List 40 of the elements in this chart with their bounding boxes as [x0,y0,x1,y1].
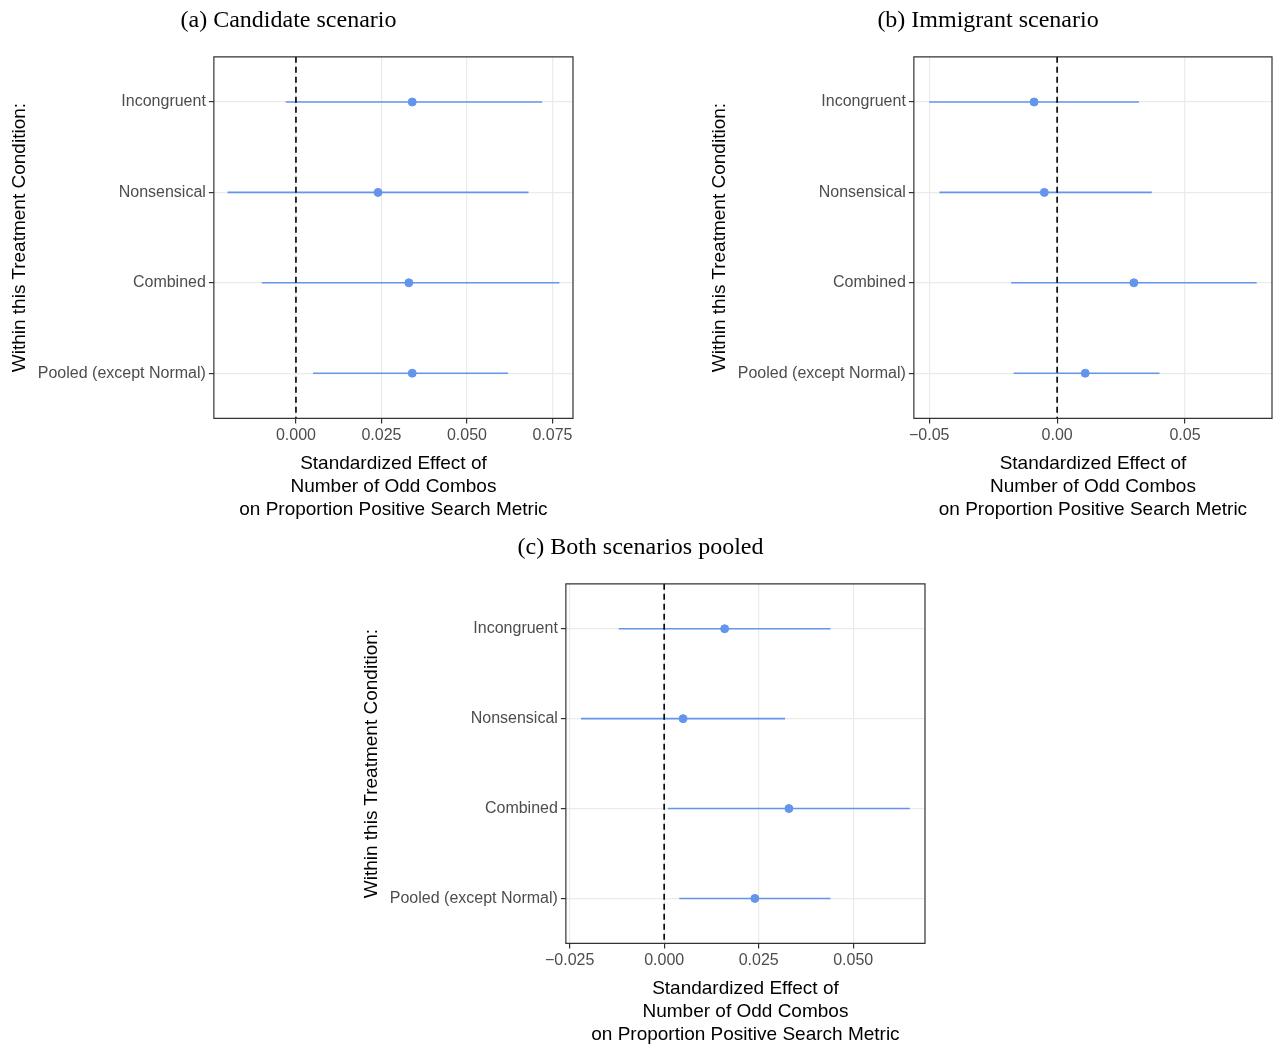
point [720,624,730,634]
y-tick-label: Pooled (except Normal) [737,363,906,381]
point [678,714,688,724]
y-tick-label: Incongruent [473,619,559,637]
chart-title: (c) Both scenarios pooled [517,532,764,559]
chart-title: (b) Immigrant scenario [877,5,1099,32]
y-tick-label: Pooled (except Normal) [37,363,206,381]
y-tick-label: Combined [132,273,206,291]
point [784,804,794,814]
x-tick-label: 0.05 [1169,426,1201,444]
y-tick-label: Combined [484,798,558,816]
x-tick-label: 0.075 [532,426,573,444]
point [1039,187,1049,197]
x-tick-label: 0.050 [446,426,488,444]
y-tick-label: Nonsensical [118,182,206,200]
point [1080,368,1090,378]
x-axis-title: Standardized Effect of Number of Odd Combos on Proportion Positive Search Metric [239,452,548,519]
x-axis-title: Standardized Effect of Number of Odd Combos on Proportion Positive Search Metric [591,977,900,1044]
x-tick-label: −0.025 [544,951,595,969]
x-tick-label: 0.000 [644,951,685,969]
x-tick-label: 0.050 [833,951,874,969]
x-tick-label: −0.05 [908,426,950,444]
point [1029,97,1039,107]
y-tick-label: Incongruent [821,92,907,110]
x-axis-title: Standardized Effect of Number of Odd Combos on Proportion Positive Search Metric [938,452,1248,519]
x-tick-label: 0.025 [738,951,779,969]
y-tick-label: Incongruent [121,92,207,110]
x-tick-label: 0.025 [361,426,402,444]
point [750,893,760,903]
y-tick-label: Nonsensical [470,709,558,727]
y-tick-label: Nonsensical [818,182,906,200]
x-tick-label: 0.00 [1041,426,1073,444]
y-axis-title: Within this Treatment Condition: [707,102,729,373]
y-axis-title: Within this Treatment Condition: [359,628,381,899]
y-tick-label: Pooled (except Normal) [389,888,558,906]
point [1129,278,1139,288]
x-tick-label: 0.000 [275,426,317,444]
y-axis-title: Within this Treatment Condition: [7,102,29,373]
chart-title: (a) Candidate scenario [180,5,397,32]
y-tick-label: Combined [832,273,906,291]
